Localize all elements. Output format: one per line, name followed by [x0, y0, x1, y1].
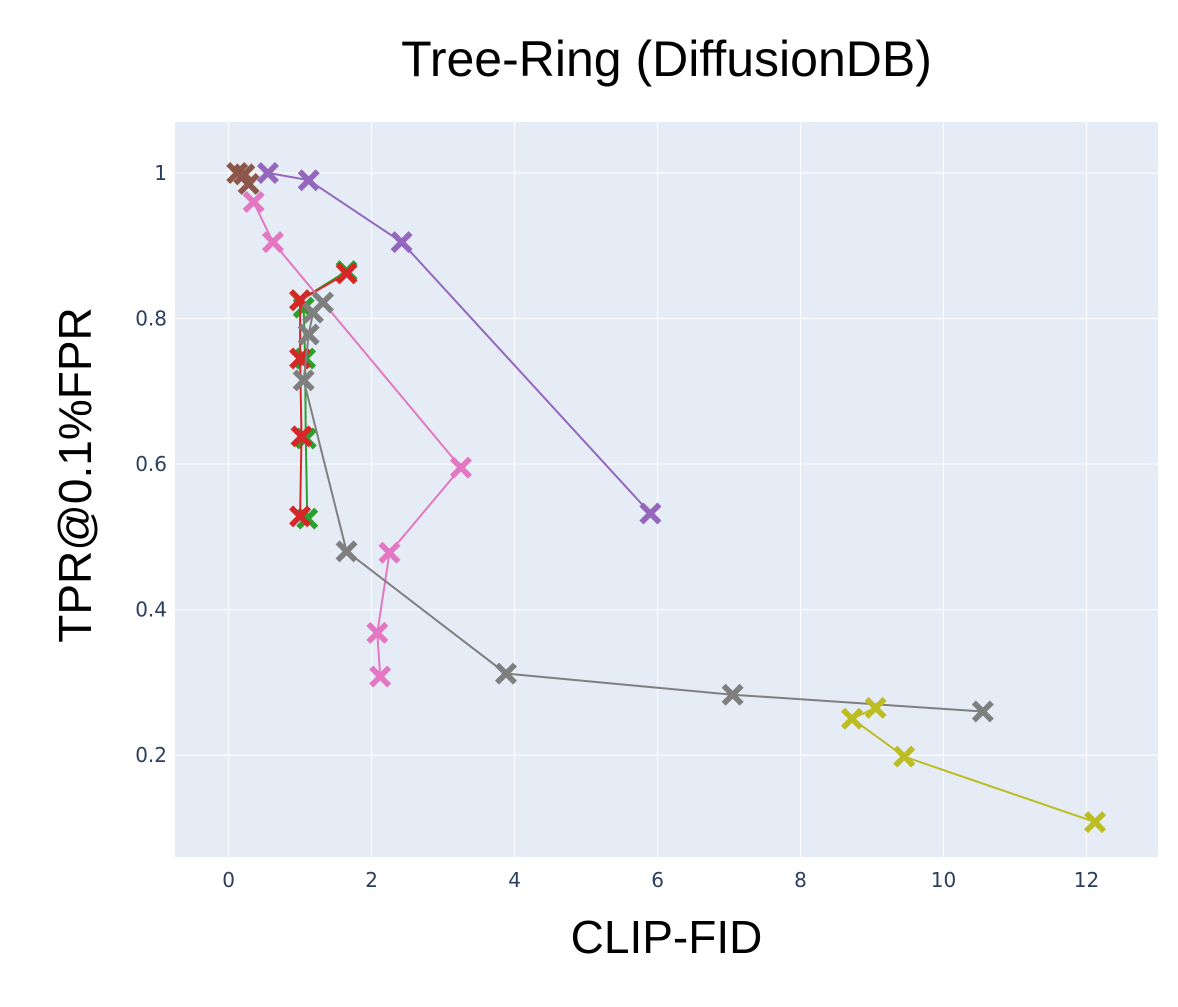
x-tick-label: 12 [1074, 868, 1099, 892]
series-line [850, 706, 1096, 824]
x-tick-label: 4 [508, 868, 521, 892]
series-3 [226, 161, 260, 195]
x-tick-label: 10 [931, 868, 956, 892]
x-tick-label: 2 [365, 868, 378, 892]
data-point-marker [261, 231, 284, 254]
series-2 [256, 161, 662, 525]
series-4 [242, 191, 472, 688]
y-tick-label: 0.4 [135, 598, 167, 622]
data-point-marker [841, 707, 864, 730]
data-point-marker [971, 700, 994, 723]
data-point-marker [390, 231, 413, 254]
data-point-marker [237, 172, 260, 195]
data-point-marker [297, 323, 320, 346]
series-5 [292, 291, 994, 723]
data-point-marker [639, 502, 662, 525]
data-point-marker [301, 301, 324, 324]
series-6 [841, 696, 1107, 834]
x-tick-label: 0 [222, 868, 235, 892]
data-point-marker [292, 369, 315, 392]
y-tick-label: 0.2 [135, 743, 167, 767]
data-point-marker [378, 541, 401, 564]
data-point-marker [893, 745, 916, 768]
data-point-marker [256, 161, 279, 184]
data-point-marker [290, 425, 313, 448]
data-point-marker [1084, 811, 1107, 834]
data-point-marker [289, 505, 312, 528]
data-point-marker [369, 665, 392, 688]
data-point-marker [335, 540, 358, 563]
series-line [267, 171, 652, 515]
data-point-marker [721, 683, 744, 706]
chart-title: Tree-Ring (DiffusionDB) [401, 31, 932, 87]
x-tick-label: 8 [794, 868, 807, 892]
data-point-marker [366, 621, 389, 644]
plot-background [175, 122, 1158, 857]
data-point-marker [242, 191, 265, 214]
x-tick-label: 6 [651, 868, 664, 892]
x-axis-label: CLIP-FID [570, 911, 763, 963]
data-point-marker [449, 456, 472, 479]
data-point-marker [297, 169, 320, 192]
y-tick-label: 0.6 [135, 452, 167, 476]
data-point-marker [335, 262, 358, 285]
data-point-marker [495, 662, 518, 685]
data-point-marker [864, 696, 887, 719]
y-tick-label: 1 [154, 161, 167, 185]
y-tick-label: 0.8 [135, 306, 167, 330]
